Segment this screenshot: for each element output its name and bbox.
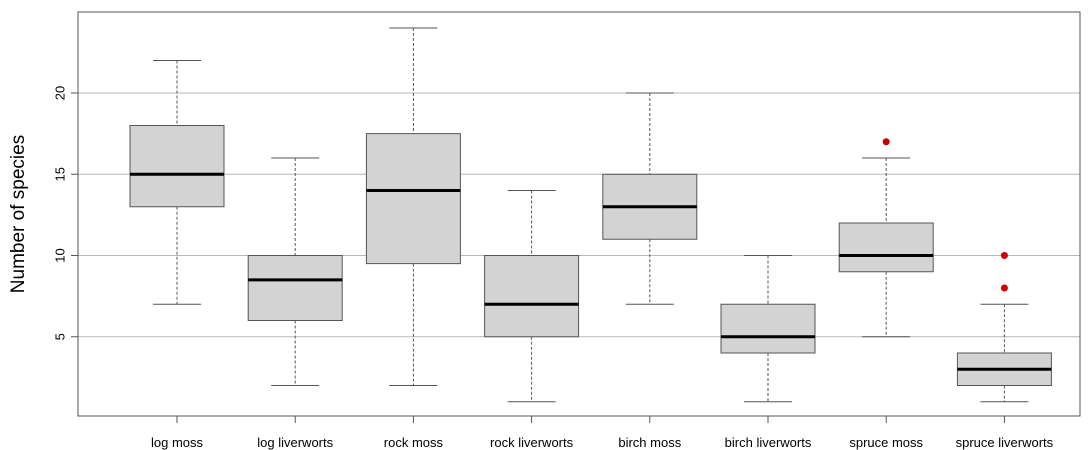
box-spruce-moss [838, 138, 934, 338]
y-tick-label: 15 [53, 167, 68, 181]
box-log-moss [129, 60, 225, 305]
x-tick-label: birch liverworts [725, 435, 812, 450]
box-iqr [484, 255, 580, 338]
y-axis: 5 10 15 20 [53, 86, 78, 340]
boxes [129, 27, 1052, 403]
x-axis: log moss log liverworts rock moss rock live… [151, 416, 1054, 450]
box-iqr [365, 133, 461, 265]
plot-frame [77, 11, 1081, 417]
box-birch-liverworts [720, 255, 816, 403]
box-iqr [129, 125, 225, 208]
box-rock-liverworts [484, 190, 580, 403]
x-tick-label: spruce liverworts [956, 435, 1054, 450]
box-iqr [838, 222, 934, 273]
outlier-point [1000, 252, 1008, 259]
x-tick-label: rock moss [384, 435, 444, 450]
y-tick-label: 20 [53, 86, 68, 100]
x-tick-label: log moss [151, 435, 204, 450]
box-log-liverworts [247, 157, 343, 386]
y-axis-label: Number of species [8, 135, 29, 293]
box-iqr [720, 303, 816, 354]
y-tick-label: 10 [53, 248, 68, 262]
box-spruce-liverworts [956, 252, 1052, 403]
x-tick-label: log liverworts [257, 435, 333, 450]
y-tick-label: 5 [53, 333, 68, 340]
box-iqr [247, 255, 343, 321]
outlier-point [1000, 284, 1008, 292]
box-birch-moss [602, 92, 698, 305]
x-tick-label: birch moss [618, 435, 681, 450]
x-tick-label: spruce moss [849, 435, 923, 450]
outlier-point [882, 138, 890, 146]
x-tick-label: rock liverworts [490, 435, 574, 450]
box-rock-moss [365, 27, 461, 386]
